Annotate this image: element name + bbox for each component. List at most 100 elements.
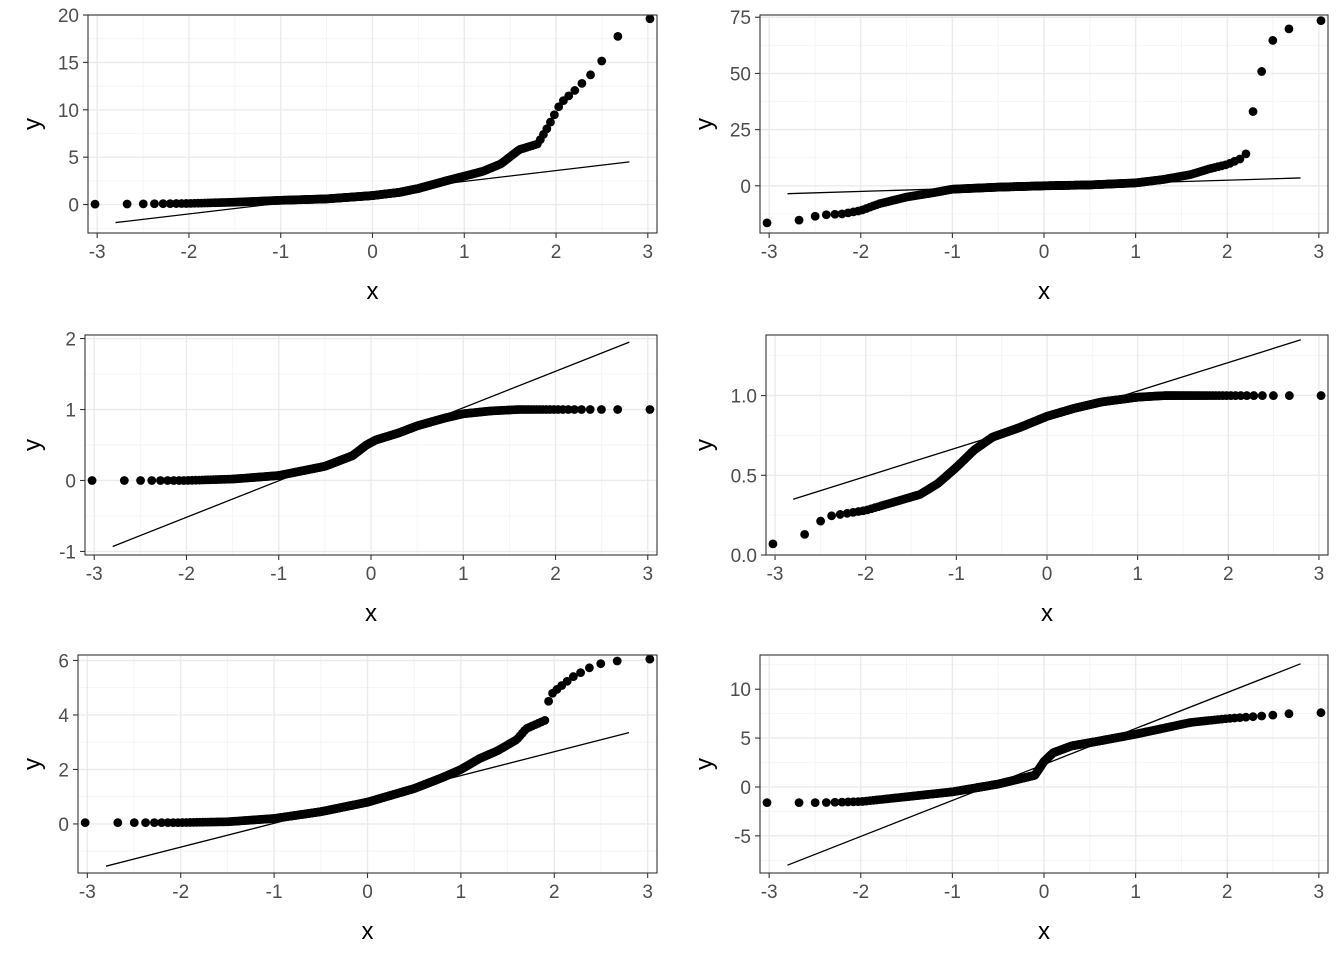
sample-point [542, 124, 552, 134]
sample-point [577, 78, 587, 88]
x-tick-label: 1 [1130, 882, 1141, 903]
x-tick-label: 2 [551, 242, 562, 263]
sample-point [165, 199, 175, 209]
x-tick-label: -2 [857, 564, 874, 585]
y-tick-label: 0.0 [731, 546, 757, 567]
sample-point [122, 199, 132, 209]
qq-panel-2: -3 -2 -1 0 1 2 3 0 25 50 75 x y [691, 8, 1329, 305]
x-axis-title: x [1038, 278, 1050, 305]
sample-point [1242, 391, 1252, 400]
y-tick-label: 10 [730, 680, 751, 701]
y-tick-label: 50 [730, 64, 751, 85]
sample-point [762, 798, 772, 808]
sample-point [1257, 67, 1267, 76]
y-tick-label: 1.0 [731, 387, 757, 408]
sample-point [613, 405, 623, 414]
y-axis-title: y [691, 758, 718, 770]
y-tick-label: -1 [59, 542, 76, 563]
panel-border [87, 14, 658, 234]
x-tick-label: -3 [761, 242, 778, 263]
sample-point [794, 798, 804, 808]
sample-point [157, 818, 167, 827]
sample-point [821, 210, 831, 220]
x-axis-title: x [1041, 600, 1053, 627]
sample-point [1268, 710, 1278, 720]
sample-point [87, 476, 97, 485]
sample-point [1249, 391, 1259, 400]
sample-point [821, 798, 831, 807]
sample-point [584, 663, 594, 673]
x-tick-label: -1 [270, 564, 287, 585]
x-tick-label: 1 [1132, 564, 1143, 585]
sample-point [1284, 391, 1294, 400]
sample-point [156, 476, 165, 485]
sample-point [835, 510, 845, 519]
x-tick-label: -2 [178, 564, 195, 585]
x-tick-label: 1 [456, 882, 467, 903]
x-tick-label: 3 [642, 564, 653, 585]
panel-border [759, 14, 1329, 234]
sample-point [1269, 391, 1278, 400]
y-tick-label: 0.5 [731, 466, 757, 487]
y-tick-label: 0 [65, 471, 76, 492]
x-tick-label: 0 [1039, 882, 1050, 903]
x-tick-label: -1 [948, 564, 965, 585]
sample-point [568, 672, 578, 681]
sample-point [80, 818, 90, 827]
sample-point [1248, 107, 1258, 116]
sample-point [768, 539, 778, 549]
y-tick-label: 25 [730, 121, 751, 142]
sample-point [577, 405, 586, 414]
x-tick-label: -1 [944, 882, 961, 903]
y-axis-title: y [691, 118, 718, 130]
sample-point [1284, 24, 1294, 34]
sample-point [597, 56, 607, 66]
sample-point [147, 476, 157, 485]
x-tick-label: 0 [362, 882, 373, 903]
qq-panel-5: -3 -2 -1 0 1 2 3 0 2 4 6 x y [19, 651, 658, 945]
sample-point [612, 656, 622, 666]
y-tick-label: 2 [58, 760, 69, 781]
sample-point [138, 199, 148, 209]
x-tick-label: 2 [550, 564, 561, 585]
x-tick-label: -1 [266, 882, 283, 903]
x-axis-title: x [367, 278, 379, 305]
sample-point [540, 716, 550, 725]
sample-point [1257, 711, 1267, 721]
x-tick-label: 1 [458, 564, 469, 585]
sample-point [544, 696, 553, 706]
x-tick-label: 3 [643, 242, 654, 263]
sample-point [569, 405, 579, 414]
x-axis-title: x [362, 918, 374, 945]
sample-point [1248, 712, 1258, 722]
sample-point [554, 102, 564, 112]
sample-point [163, 476, 173, 485]
x-tick-label: 3 [642, 882, 653, 903]
sample-point [570, 86, 580, 95]
x-axis-title: x [1038, 918, 1050, 945]
y-tick-label: 0 [740, 778, 751, 799]
qq-panel-4: -3 -2 -1 0 1 2 3 0.0 0.5 1.0 x y [691, 334, 1329, 627]
sample-point [1316, 708, 1326, 718]
sample-point [762, 218, 772, 228]
panel-border [84, 334, 658, 556]
x-axis-title: x [365, 600, 377, 627]
sample-point [613, 32, 623, 41]
y-tick-label: 5 [68, 148, 79, 169]
y-tick-label: 6 [58, 651, 69, 672]
y-tick-label: 1 [65, 401, 76, 422]
x-tick-label: -3 [767, 564, 784, 585]
y-tick-label: 20 [58, 6, 79, 27]
y-tick-label: 75 [730, 8, 751, 29]
sample-point [645, 405, 655, 414]
sample-point [90, 199, 100, 209]
sample-point [1284, 709, 1294, 719]
y-tick-label: 10 [58, 101, 79, 122]
x-tick-label: 0 [367, 242, 378, 263]
x-tick-label: -1 [944, 242, 961, 263]
sample-point [816, 516, 825, 526]
x-tick-label: 3 [1314, 882, 1325, 903]
qq-panel-1: -3 -2 -1 0 1 2 3 0 5 10 15 20 x y [19, 6, 658, 305]
x-tick-label: 0 [366, 564, 377, 585]
